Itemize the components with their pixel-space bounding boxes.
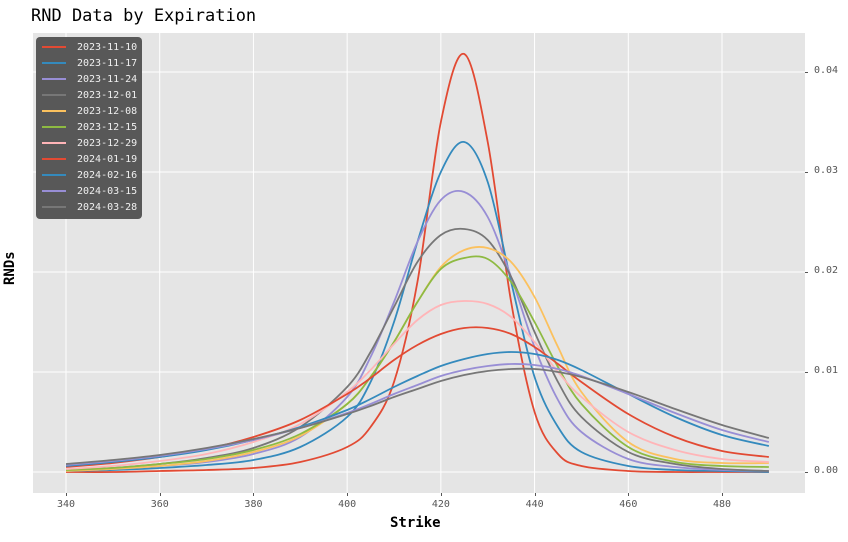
x-tick-label: 480 (713, 499, 732, 510)
legend-label: 2024-03-15 (77, 185, 138, 197)
legend-label: 2023-11-17 (77, 57, 138, 69)
x-tick-label: 420 (431, 499, 450, 510)
series-line-2023-12-01 (65, 227, 769, 472)
legend-label: 2023-11-24 (77, 73, 138, 85)
x-tick-mark (159, 493, 161, 496)
legend-item: 2024-02-16 (36, 167, 142, 183)
x-tick-label: 460 (619, 499, 638, 510)
series-line-2023-12-15 (65, 255, 769, 471)
legend-label: 2023-11-10 (77, 41, 138, 53)
chart-title: RND Data by Expiration (31, 6, 257, 26)
legend-swatch-icon (42, 158, 66, 160)
legend-swatch-icon (42, 78, 66, 80)
x-tick-mark (628, 493, 630, 496)
y-tick-mark (805, 172, 808, 173)
y-tick-label: 0.02 (814, 265, 839, 276)
legend-swatch-icon (42, 206, 66, 208)
chart-canvas (33, 33, 805, 493)
series-line-2023-11-24 (65, 189, 769, 472)
x-tick-mark (347, 493, 349, 496)
y-tick-mark (805, 372, 808, 373)
legend-label: 2023-12-29 (77, 137, 138, 149)
legend-label: 2024-01-19 (77, 153, 138, 165)
x-tick-mark (534, 493, 536, 496)
legend-label: 2023-12-15 (77, 121, 138, 133)
y-axis-label: RNDs (2, 235, 18, 285)
plot-area (33, 33, 805, 493)
legend-item: 2023-12-29 (36, 135, 142, 151)
legend-label: 2024-02-16 (77, 169, 138, 181)
legend: 2023-11-10 2023-11-17 2023-11-24 2023-12-01… (36, 37, 142, 219)
legend-item: 2023-12-08 (36, 103, 142, 119)
x-tick-mark (722, 493, 723, 496)
y-tick-label: 0.01 (814, 365, 839, 376)
legend-item: 2023-11-24 (36, 71, 142, 87)
legend-label: 2024-03-28 (77, 201, 138, 213)
y-axis-label-text: RNDs (2, 251, 18, 285)
series-line-2023-11-10 (65, 53, 769, 473)
series-line-2023-12-08 (65, 246, 769, 472)
legend-item: 2024-01-19 (36, 151, 142, 167)
legend-label: 2023-12-08 (77, 105, 138, 117)
x-tick-mark (253, 493, 255, 496)
legend-label: 2023-12-01 (77, 89, 138, 101)
legend-swatch-icon (42, 126, 66, 128)
y-tick-mark (805, 472, 808, 473)
y-tick-label: 0.03 (814, 165, 839, 176)
legend-swatch-icon (42, 62, 66, 64)
legend-item: 2023-12-15 (36, 119, 142, 135)
x-tick-mark (66, 493, 67, 496)
legend-swatch-icon (42, 110, 66, 112)
legend-swatch-icon (42, 46, 66, 48)
x-tick-label: 340 (57, 499, 76, 510)
legend-swatch-icon (42, 94, 66, 96)
legend-swatch-icon (42, 174, 66, 176)
legend-item: 2024-03-15 (36, 183, 142, 199)
x-axis-label: Strike (390, 515, 441, 531)
legend-swatch-icon (42, 142, 66, 144)
x-tick-label: 400 (338, 499, 357, 510)
x-tick-mark (440, 493, 442, 496)
y-tick-label: 0.04 (814, 65, 839, 76)
x-tick-label: 380 (244, 499, 263, 510)
legend-item: 2023-12-01 (36, 87, 142, 103)
x-tick-label: 440 (525, 499, 544, 510)
series-line-2024-03-15 (65, 363, 770, 466)
legend-item: 2023-11-10 (36, 39, 142, 55)
legend-swatch-icon (42, 190, 66, 192)
legend-item: 2024-03-28 (36, 199, 142, 215)
y-tick-mark (805, 72, 808, 73)
x-tick-label: 360 (150, 499, 169, 510)
y-tick-label: 0.00 (814, 465, 839, 476)
legend-item: 2023-11-17 (36, 55, 142, 71)
y-tick-mark (805, 272, 808, 273)
series-line-2024-03-28 (65, 367, 770, 465)
series-line-2023-11-17 (65, 141, 769, 473)
series-line-2023-12-29 (65, 300, 769, 470)
